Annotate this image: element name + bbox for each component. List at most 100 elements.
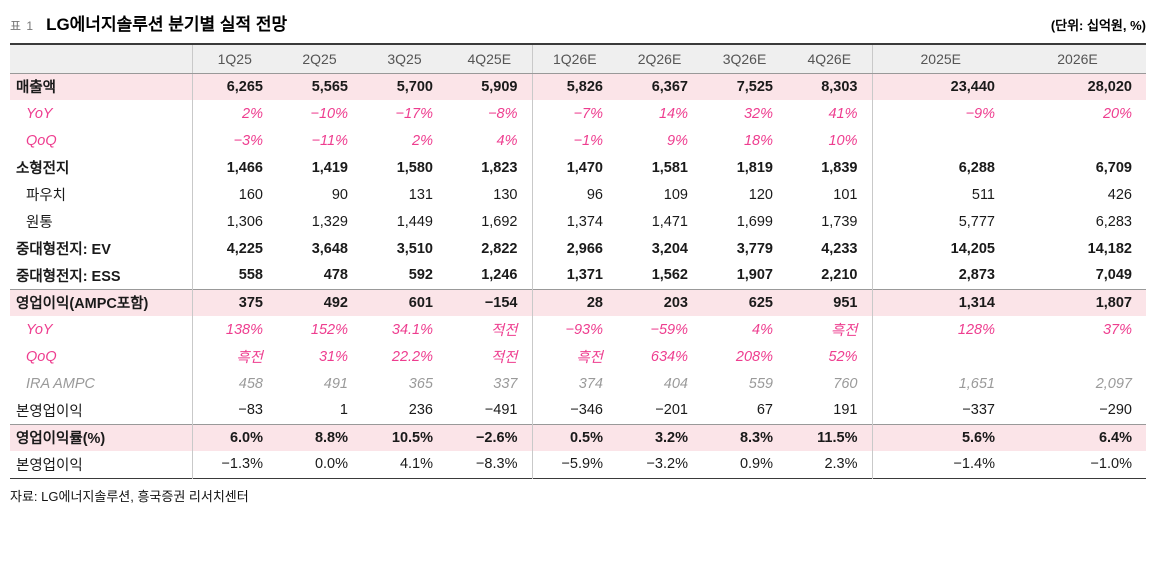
table-row: 영업이익률(%) 6.0% 8.8% 10.5% −2.6% 0.5% 3.2% 8.3% 11… <box>10 423 1146 451</box>
cell: 1,692 <box>447 208 533 235</box>
cell: 적전 <box>447 316 533 343</box>
cell: 160 <box>238 186 263 203</box>
cell: 34.1% <box>391 321 433 338</box>
cell: 90 <box>331 186 348 203</box>
cell: 흑전 <box>787 316 873 343</box>
cell: 365 <box>408 375 433 392</box>
table-head: 1Q25 2Q25 3Q25 4Q25E 1Q26E 2Q26E 3Q26E 4Q26E 202… <box>10 44 1146 74</box>
cell: 131 <box>408 186 433 203</box>
cell: 37% <box>1102 321 1132 338</box>
cell: 적전 <box>447 343 533 370</box>
cell: −83 <box>238 402 263 419</box>
cell: 10% <box>787 127 873 154</box>
cell: 5,909 <box>447 73 533 100</box>
table-row: 매출액 6,265 5,565 5,700 5,909 5,826 6,367 7,525 8,… <box>10 73 1146 100</box>
table-row: 영업이익(AMPC포함) 375 492 601 −154 28 203 625 951 1,31… <box>10 288 1146 316</box>
table-row: QoQ 흑전 31% 22.2% 적전 흑전 634% 208% 52% <box>10 343 1146 370</box>
cell: 101 <box>787 181 873 208</box>
cell: 4.1% <box>399 456 433 473</box>
column-header: 2025E <box>872 44 1009 74</box>
cell: −5.9% <box>561 456 603 473</box>
row-label: 파우치 <box>10 181 193 208</box>
source-note: 자료: LG에너지솔루션, 흥국증권 리서치센터 <box>10 488 249 504</box>
cell: 96 <box>586 186 603 203</box>
row-label: IRA AMPC <box>10 370 193 397</box>
cell: 634% <box>650 348 688 365</box>
cell: 52% <box>787 343 873 370</box>
row-label: QoQ <box>10 343 193 370</box>
row-label: 영업이익률(%) <box>10 423 193 451</box>
table-row: QoQ −3% −11% 2% 4% −1% 9% 18% 10% <box>10 127 1146 154</box>
cell: 558 <box>238 267 263 284</box>
cell: 152% <box>310 321 348 338</box>
column-header: 1Q26E <box>532 44 617 74</box>
table-number-label: 표 1 <box>10 19 35 33</box>
row-label: 본영업이익 <box>10 451 193 478</box>
cell: 14% <box>658 105 688 122</box>
table-row: 소형전지 1,466 1,419 1,580 1,823 1,470 1,581 1,819 1… <box>10 154 1146 181</box>
cell: 1,470 <box>566 159 603 176</box>
cell: 6,367 <box>617 73 702 100</box>
row-label: 중대형전지: EV <box>10 235 193 262</box>
cell <box>872 343 1009 370</box>
cell: 130 <box>447 181 533 208</box>
cell: −1.3% <box>221 456 263 473</box>
cell: 14,205 <box>950 240 995 257</box>
cell: −93% <box>565 321 604 338</box>
row-label: 소형전지 <box>10 154 193 181</box>
column-header: 2026E <box>1009 44 1146 74</box>
cell: 41% <box>787 100 873 127</box>
cell: 3,510 <box>396 240 433 257</box>
cell: 20% <box>1102 105 1132 122</box>
cell: 2,966 <box>566 240 603 257</box>
cell: 1,449 <box>396 213 433 230</box>
cell: 625 <box>702 288 787 316</box>
cell: 8,303 <box>787 73 873 100</box>
cell: 5,826 <box>532 73 617 100</box>
cell: 592 <box>408 267 433 284</box>
title-bar: 표 1 LG에너지솔루션 분기별 실적 전망 (단위: 십억원, %) <box>10 10 1146 35</box>
cell: −1.0% <box>1090 456 1132 473</box>
cell: −1% <box>573 132 603 149</box>
cell: 1,839 <box>787 154 873 181</box>
column-header: 4Q25E <box>447 44 533 74</box>
cell: 426 <box>1107 186 1132 203</box>
cell: 2,210 <box>787 262 873 289</box>
cell: 3.2% <box>617 423 702 451</box>
cell: −59% <box>650 321 689 338</box>
cell: 559 <box>748 375 773 392</box>
cell: 6.0% <box>192 423 277 451</box>
column-header: 1Q25 <box>192 44 277 74</box>
cell: 491 <box>323 375 348 392</box>
cell: 11.5% <box>787 423 873 451</box>
cell: 1,739 <box>787 208 873 235</box>
table-row: IRA AMPC 458 491 365 337 374 404 559 760 1,651 2,0… <box>10 370 1146 397</box>
cell: −290 <box>1099 402 1132 419</box>
column-header: 3Q25 <box>362 44 447 74</box>
cell: 760 <box>787 370 873 397</box>
cell: 1,819 <box>736 159 773 176</box>
cell: 1 <box>339 402 348 419</box>
cell: −7% <box>573 105 603 122</box>
cell: 1,306 <box>226 213 263 230</box>
cell: 375 <box>192 288 277 316</box>
cell: 3,648 <box>311 240 348 257</box>
cell: −11% <box>311 132 348 149</box>
cell: 1,823 <box>447 154 533 181</box>
cell: −337 <box>962 402 995 419</box>
cell: 1,807 <box>1009 288 1146 316</box>
cell: 236 <box>408 402 433 419</box>
cell: 5.6% <box>872 423 1009 451</box>
cell: 337 <box>447 370 533 397</box>
page-title: LG에너지솔루션 분기별 실적 전망 <box>46 15 288 34</box>
table-row: YoY 138% 152% 34.1% 적전 −93% −59% 4% 흑전 128% 37% <box>10 316 1146 343</box>
cell: 67 <box>756 402 773 419</box>
cell: −346 <box>570 402 603 419</box>
cell: 3,204 <box>651 240 688 257</box>
row-label: 중대형전지: ESS <box>10 262 193 289</box>
cell: 138% <box>225 321 263 338</box>
cell: 1,907 <box>736 267 773 284</box>
table-header-row: 1Q25 2Q25 3Q25 4Q25E 1Q26E 2Q26E 3Q26E 4Q26E 202… <box>10 44 1146 74</box>
cell: 8.8% <box>277 423 362 451</box>
